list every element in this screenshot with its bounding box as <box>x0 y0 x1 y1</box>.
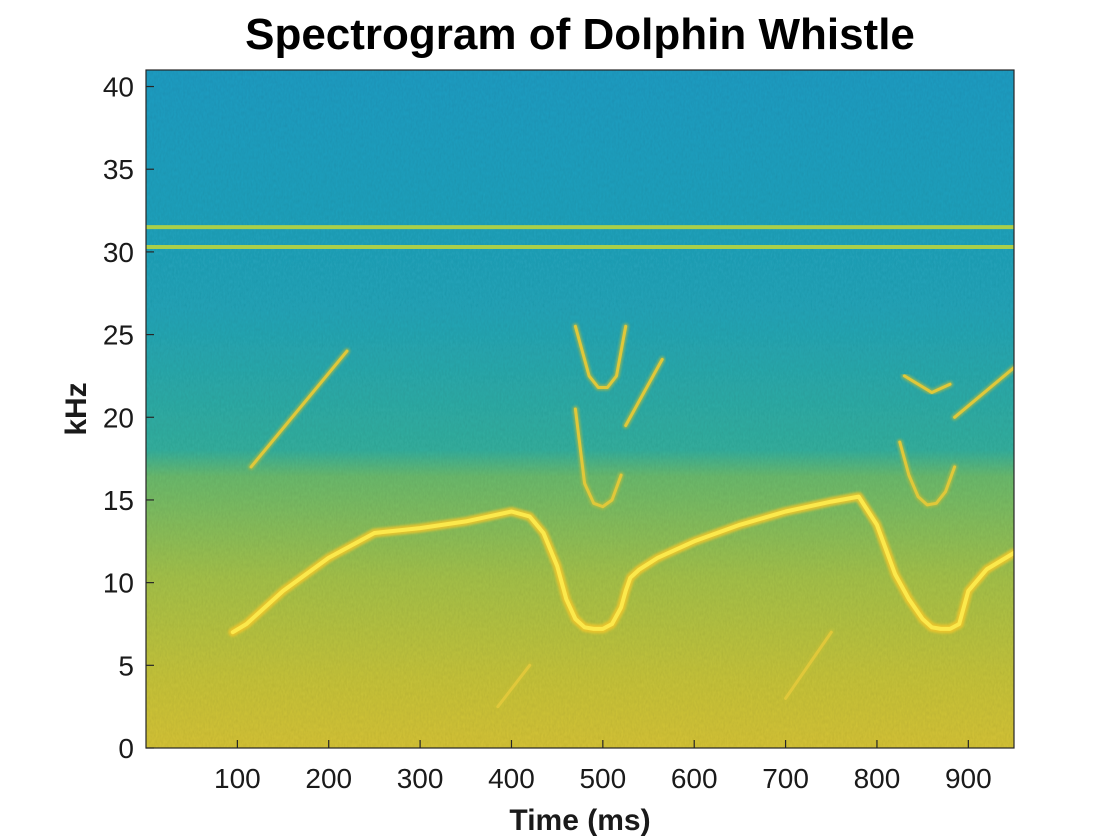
y-tick-label: 20 <box>103 402 134 433</box>
y-tick-label: 35 <box>103 154 134 185</box>
whistle-trace <box>902 374 952 394</box>
whistle-trace <box>573 324 628 389</box>
whistle-trace <box>496 663 532 709</box>
x-tick-label: 800 <box>854 763 901 794</box>
y-tick-label: 30 <box>103 237 134 268</box>
spectrogram-background <box>146 70 1014 748</box>
whistle-trace <box>249 349 349 469</box>
x-tick-label: 900 <box>945 763 992 794</box>
x-tick-label: 500 <box>579 763 626 794</box>
plot-area <box>146 70 1014 748</box>
whistle-trace <box>230 494 1014 635</box>
y-axis-label: kHz <box>60 382 93 435</box>
x-tick-label: 600 <box>671 763 718 794</box>
y-tick-label: 5 <box>118 650 134 681</box>
plot-frame <box>145 69 1015 749</box>
y-tick-label: 25 <box>103 320 134 351</box>
whistle-trace <box>784 630 833 700</box>
y-tick-label: 40 <box>103 72 134 103</box>
whistle-trace <box>624 357 664 427</box>
y-tick-label: 0 <box>118 733 134 764</box>
whistle-trace <box>573 407 623 509</box>
tonal-lines <box>146 225 1014 249</box>
x-axis-label: Time (ms) <box>509 804 650 837</box>
whistle-traces <box>228 323 1014 710</box>
y-tick-label: 10 <box>103 568 134 599</box>
y-tick-label: 15 <box>103 485 134 516</box>
x-tick-label: 400 <box>488 763 535 794</box>
x-tick-label: 700 <box>762 763 809 794</box>
x-axis: 100 200 300 400 500 600 700 800 900 <box>214 740 992 794</box>
whistle-trace <box>953 366 1014 419</box>
chart-title: Spectrogram of Dolphin Whistle <box>245 10 915 59</box>
y-axis: 0 5 10 15 20 25 30 35 40 <box>103 72 154 764</box>
x-tick-label: 100 <box>214 763 261 794</box>
x-tick-label: 200 <box>305 763 352 794</box>
x-tick-label: 300 <box>397 763 444 794</box>
whistle-trace <box>898 440 957 507</box>
